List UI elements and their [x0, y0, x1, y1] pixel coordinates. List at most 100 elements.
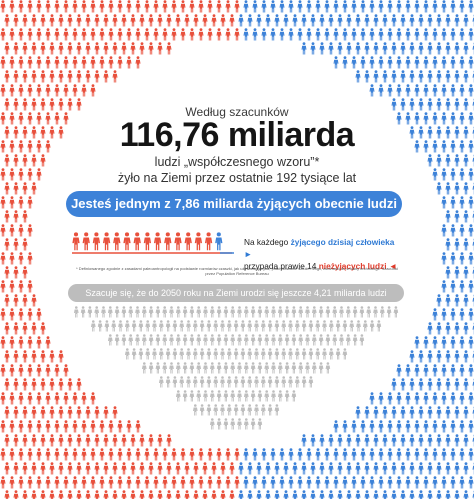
future-person-icon — [254, 404, 259, 416]
future-person-icon — [305, 306, 310, 318]
background-person-icon — [153, 476, 159, 489]
background-person-icon — [67, 42, 73, 55]
background-person-icon — [153, 28, 159, 41]
dead-person-icon — [82, 232, 90, 251]
future-person-icon — [169, 306, 174, 318]
future-person-icon — [250, 306, 256, 318]
future-person-icon — [284, 390, 290, 402]
background-person-icon — [463, 42, 469, 55]
background-person-icon — [13, 70, 19, 83]
background-person-icon — [414, 364, 420, 377]
background-person-icon — [450, 364, 456, 377]
background-person-icon — [40, 70, 46, 83]
background-person-icon — [396, 84, 402, 97]
future-person-icon — [97, 320, 103, 332]
background-person-icon — [306, 476, 312, 489]
background-person-icon — [189, 28, 195, 41]
background-person-icon — [459, 56, 465, 69]
future-person-icon — [210, 334, 215, 346]
background-person-icon — [256, 462, 262, 475]
background-person-icon — [49, 406, 55, 419]
background-person-icon — [13, 266, 19, 279]
background-person-icon — [459, 392, 465, 405]
background-person-icon — [27, 280, 33, 293]
background-person-icon — [396, 476, 402, 489]
future-person-icon — [237, 418, 242, 430]
future-person-icon — [318, 362, 324, 374]
background-person-icon — [441, 364, 447, 377]
background-person-icon — [148, 490, 154, 499]
future-person-icon — [220, 404, 225, 416]
background-person-icon — [247, 490, 253, 499]
background-person-icon — [306, 28, 312, 41]
background-person-icon — [270, 28, 276, 41]
future-person-icon — [179, 348, 184, 360]
background-person-icon — [49, 350, 55, 363]
background-person-icon — [130, 14, 136, 27]
background-person-icon — [112, 434, 118, 447]
background-person-icon — [72, 0, 78, 13]
background-person-icon — [4, 266, 10, 279]
background-person-icon — [27, 336, 33, 349]
background-person-icon — [337, 462, 343, 475]
background-person-icon — [324, 448, 330, 461]
background-person-icon — [378, 448, 384, 461]
background-person-icon — [468, 252, 474, 265]
background-person-icon — [18, 448, 24, 461]
background-person-icon — [27, 56, 33, 69]
background-person-icon — [441, 196, 447, 209]
background-person-icon — [225, 448, 231, 461]
future-person-icon — [162, 362, 167, 374]
background-person-icon — [180, 28, 186, 41]
background-person-icon — [18, 0, 24, 13]
background-person-icon — [238, 462, 244, 475]
background-person-icon — [58, 42, 64, 55]
background-person-icon — [432, 56, 438, 69]
future-person-icon — [176, 334, 181, 346]
background-person-icon — [288, 448, 294, 461]
background-person-icon — [4, 322, 10, 335]
background-person-icon — [468, 308, 474, 321]
future-person-icon — [179, 376, 184, 388]
background-person-icon — [234, 0, 240, 13]
background-person-icon — [135, 448, 141, 461]
future-person-icon — [240, 348, 246, 360]
future-person-icon — [196, 334, 201, 346]
background-person-icon — [22, 322, 28, 335]
background-person-icon — [333, 476, 339, 489]
background-person-icon — [202, 490, 208, 499]
background-person-icon — [76, 434, 82, 447]
background-person-icon — [450, 420, 456, 433]
background-person-icon — [22, 294, 28, 307]
background-person-icon — [468, 364, 474, 377]
background-person-icon — [423, 84, 429, 97]
background-person-icon — [4, 490, 10, 499]
future-person-icon — [220, 320, 225, 332]
background-person-icon — [63, 448, 69, 461]
future-person-icon — [284, 306, 290, 318]
background-person-icon — [450, 252, 456, 265]
background-person-icon — [427, 70, 433, 83]
background-person-icon — [454, 210, 460, 223]
background-person-icon — [337, 14, 343, 27]
background-person-icon — [157, 490, 163, 499]
background-person-icon — [319, 434, 325, 447]
future-person-icon — [247, 404, 252, 416]
background-person-icon — [319, 462, 325, 475]
background-person-icon — [279, 476, 285, 489]
background-person-icon — [31, 434, 37, 447]
background-person-icon — [18, 420, 24, 433]
background-person-icon — [360, 448, 366, 461]
background-person-icon — [432, 28, 438, 41]
background-person-icon — [45, 448, 51, 461]
background-person-icon — [184, 462, 190, 475]
future-person-icon — [291, 306, 297, 318]
background-person-icon — [405, 28, 411, 41]
future-person-icon — [271, 362, 276, 374]
background-person-icon — [369, 84, 375, 97]
background-person-icon — [405, 364, 411, 377]
future-person-icon — [189, 362, 195, 374]
background-person-icon — [0, 28, 6, 41]
future-person-icon — [128, 334, 133, 346]
background-person-icon — [58, 434, 64, 447]
